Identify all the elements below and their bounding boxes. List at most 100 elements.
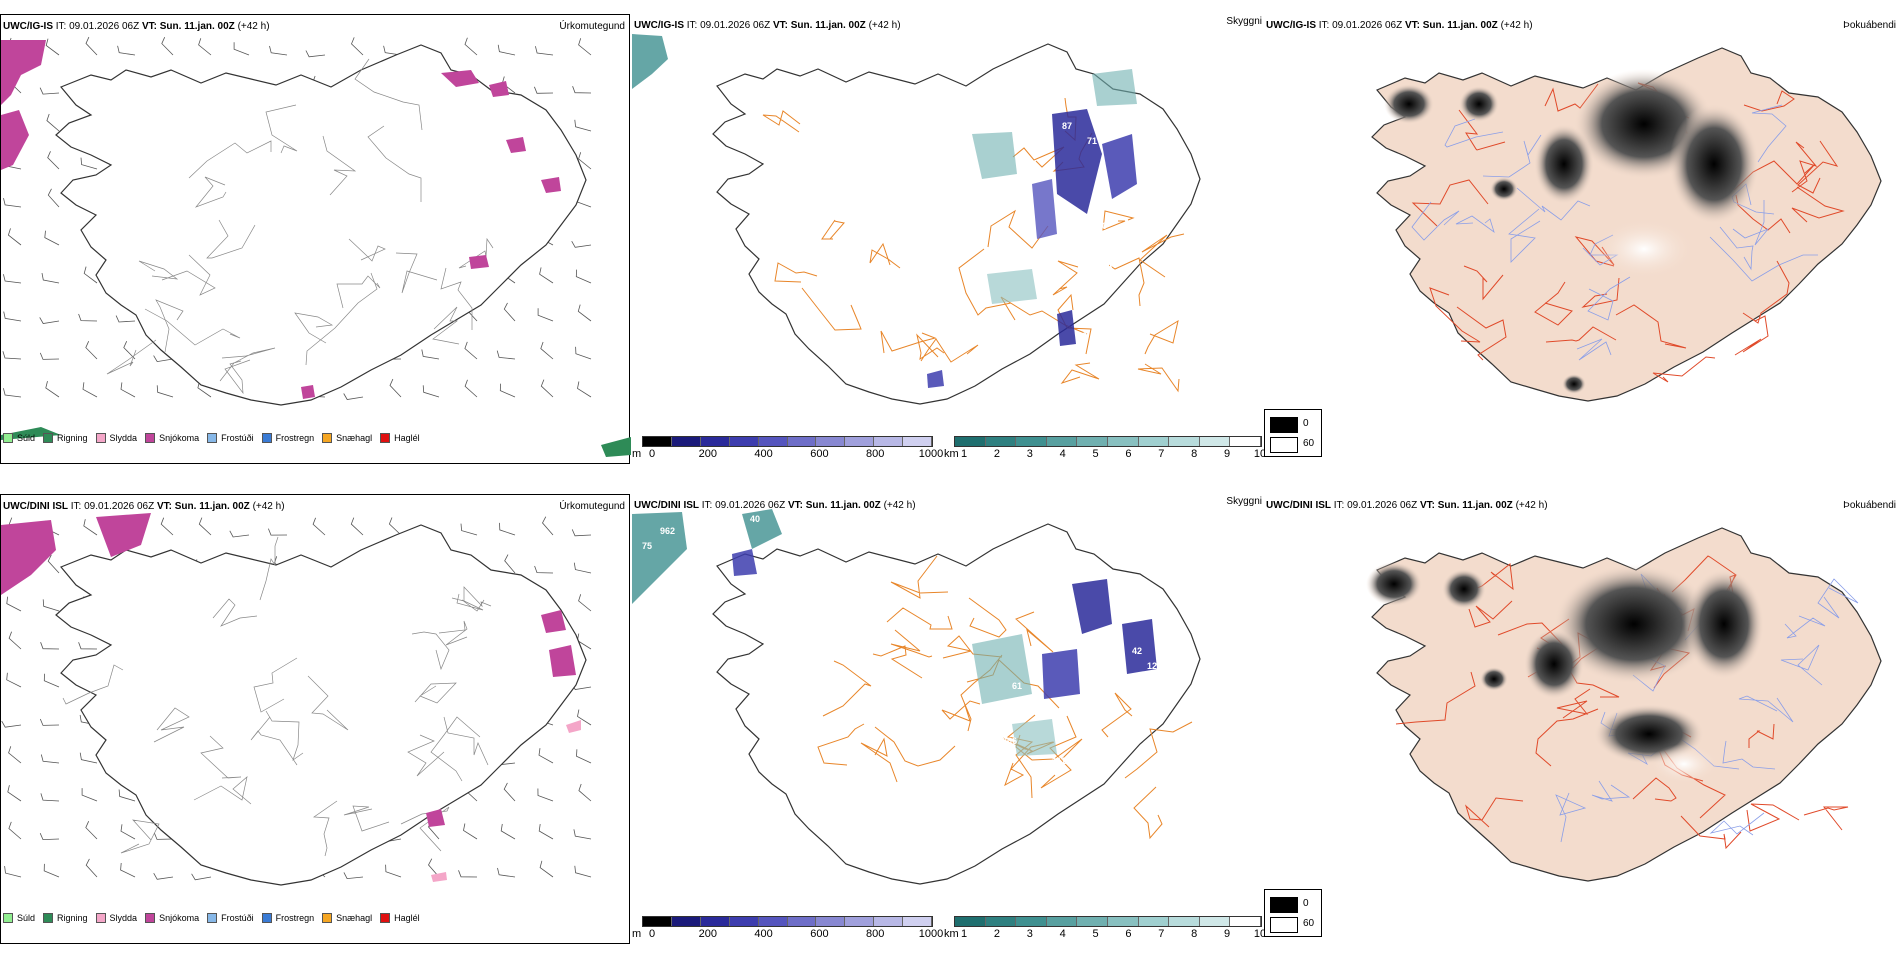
colorbar-cell	[1138, 917, 1170, 926]
colorbar-tick: 3	[1026, 448, 1033, 460]
wind-barb	[85, 821, 98, 840]
sleet-area	[431, 872, 447, 882]
legend-swatch	[95, 433, 106, 443]
colorbar-unit: km	[944, 928, 959, 940]
wind-barb	[8, 631, 22, 650]
cloud-base-label: 366	[1002, 736, 1017, 746]
cloud-base-area	[1057, 310, 1076, 346]
wind-barb	[578, 594, 592, 612]
cloud-base-label: 42	[1132, 646, 1142, 656]
wind-barb	[7, 785, 22, 802]
wind-barb	[6, 596, 22, 612]
wind-barb	[123, 341, 136, 360]
colorbar-tick: 1	[960, 448, 968, 460]
legend-item: Frostúði	[207, 433, 254, 443]
wind-barb	[39, 833, 60, 841]
colorbar-tick: 8	[1191, 448, 1198, 460]
field-title: Úrkomutegund	[559, 21, 625, 32]
colorbar-tick: 2	[993, 448, 1000, 460]
fog-swatch-0	[1270, 897, 1298, 913]
colorbar-cell	[985, 437, 1017, 446]
wind-barb	[115, 315, 136, 323]
snow-area	[1, 520, 56, 595]
cloud-base-areas	[732, 549, 1157, 756]
legend-item: Slydda	[95, 913, 137, 923]
colorbar-tick: 200	[698, 928, 717, 940]
colorbar-cell	[1077, 917, 1108, 926]
colorbar-tick: 800	[866, 448, 885, 460]
legend-item: Snæhagl	[322, 433, 372, 443]
road-line	[1411, 82, 1845, 383]
wind-barb	[42, 599, 60, 612]
wind-barb	[578, 783, 592, 802]
panel-header: UWC/IG-IS IT: 09.01.2026 06Z VT: Sun. 11…	[634, 20, 901, 31]
wind-barb	[385, 864, 402, 878]
colorbar-cell	[816, 917, 846, 926]
legend-label: Haglél	[394, 433, 420, 443]
cloud-base-label: 71	[1087, 136, 1097, 146]
wind-barb	[421, 349, 440, 360]
wind-barb	[45, 38, 60, 56]
colorbar-strip	[642, 916, 933, 927]
cloud-base-label: 962	[660, 526, 675, 536]
wind-barb	[47, 188, 60, 208]
wind-barb	[2, 351, 22, 360]
colorbar-cell	[1016, 437, 1047, 446]
wind-barb	[40, 642, 60, 650]
visibility-map: 962 75 40 130 42 12 366 111 61 214	[632, 509, 1201, 885]
wind-barb	[539, 267, 554, 284]
cloud-base-label: 51	[1137, 176, 1147, 186]
wind-barb	[383, 45, 402, 56]
fog-label-60: 60	[1303, 918, 1315, 929]
cloud-base-area	[1072, 579, 1112, 634]
fog-area	[1384, 84, 1434, 124]
fog-label-60: 60	[1303, 438, 1315, 449]
precip-type-map	[1, 513, 592, 886]
low-visibility-area	[632, 512, 687, 604]
fog-label-0: 0	[1303, 418, 1309, 429]
colorbar-cell	[955, 437, 986, 446]
legend-label: Súld	[17, 913, 36, 923]
legend-swatch	[207, 433, 218, 443]
wind-barb	[534, 86, 554, 94]
colorbar-tick: 7	[1158, 448, 1165, 460]
colorbar-strip	[642, 436, 933, 447]
colorbar-cell	[671, 437, 701, 446]
wind-barb	[153, 832, 174, 840]
wind-barb	[4, 866, 22, 878]
fog-index-legend: 0 60	[1264, 889, 1322, 937]
wind-barb	[573, 829, 592, 840]
legend-label: Snjókoma	[159, 913, 200, 923]
wind-barb	[537, 308, 554, 322]
wind-barb	[350, 517, 364, 536]
colorbar-cell	[845, 917, 875, 926]
visibility-area	[1012, 719, 1057, 756]
legend-label: Rigning	[57, 433, 88, 443]
wind-barb	[7, 228, 22, 246]
colorbar-cell	[985, 917, 1017, 926]
fog-index-panel: UWC/IG-IS IT: 09.01.2026 06Z VT: Sun. 11…	[1264, 14, 1900, 464]
wind-barb	[3, 388, 22, 398]
colorbar-tick: 400	[754, 448, 773, 460]
panel-header: UWC/DINI ISL IT: 09.01.2026 06Z VT: Sun.…	[634, 500, 916, 511]
wind-barb	[460, 523, 478, 536]
wind-barb	[500, 823, 516, 840]
fog-area	[1669, 104, 1759, 224]
legend-swatch	[3, 913, 13, 923]
colorbar-cell	[903, 437, 933, 446]
cloud-base-label: 52	[1077, 331, 1087, 341]
wind-barb	[39, 317, 60, 324]
panel-header: UWC/IG-IS IT: 09.01.2026 06Z VT: Sun. 11…	[3, 21, 270, 32]
precip-type-panel: UWC/DINI ISL IT: 09.01.2026 06Z VT: Sun.…	[0, 494, 630, 944]
wind-barb	[578, 38, 592, 56]
colorbar-tick: 8	[1191, 928, 1198, 940]
cloud-base-label: 40	[750, 514, 760, 524]
precip-type-panel: UWC/IG-IS IT: 09.01.2026 06Z VT: Sun. 11…	[0, 14, 631, 464]
legend-item: Haglél	[380, 433, 420, 443]
wind-barb	[47, 151, 60, 170]
wind-barb	[540, 341, 554, 360]
wind-barb	[538, 748, 554, 764]
panel-header: UWC/DINI ISL IT: 09.01.2026 06Z VT: Sun.…	[3, 501, 285, 512]
wind-barb	[39, 87, 60, 95]
cloud-base-area	[927, 370, 944, 388]
